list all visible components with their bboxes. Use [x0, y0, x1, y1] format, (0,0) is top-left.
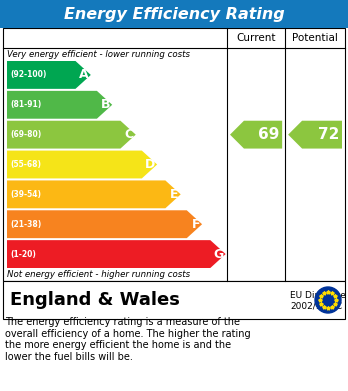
- Text: (69-80): (69-80): [10, 130, 41, 139]
- Text: (81-91): (81-91): [10, 100, 41, 109]
- Text: A: A: [79, 68, 89, 81]
- Text: Very energy efficient - lower running costs: Very energy efficient - lower running co…: [7, 50, 190, 59]
- Text: England & Wales: England & Wales: [10, 291, 180, 309]
- Polygon shape: [7, 91, 112, 119]
- Text: Not energy efficient - higher running costs: Not energy efficient - higher running co…: [7, 270, 190, 279]
- Text: F: F: [192, 218, 200, 231]
- Text: EU Directive: EU Directive: [290, 291, 346, 300]
- Bar: [3, 281, 345, 319]
- Text: G: G: [213, 248, 224, 260]
- Polygon shape: [7, 180, 181, 208]
- Polygon shape: [7, 121, 136, 149]
- Text: E: E: [170, 188, 179, 201]
- Text: C: C: [125, 128, 134, 141]
- Text: (1-20): (1-20): [10, 249, 36, 258]
- Bar: [0, 0, 348, 28]
- Text: 69: 69: [258, 127, 279, 142]
- Polygon shape: [288, 121, 342, 149]
- Text: Current: Current: [236, 33, 276, 43]
- Text: B: B: [101, 98, 110, 111]
- Text: Energy Efficiency Rating: Energy Efficiency Rating: [64, 7, 284, 22]
- Circle shape: [315, 287, 341, 313]
- Text: Potential: Potential: [292, 33, 338, 43]
- Text: 2002/91/EC: 2002/91/EC: [290, 301, 342, 310]
- Polygon shape: [230, 121, 282, 149]
- Polygon shape: [7, 61, 91, 89]
- Bar: [3, 28, 345, 281]
- Text: (21-38): (21-38): [10, 220, 41, 229]
- Text: D: D: [145, 158, 155, 171]
- Text: (39-54): (39-54): [10, 190, 41, 199]
- Text: The energy efficiency rating is a measure of the
overall efficiency of a home. T: The energy efficiency rating is a measur…: [5, 317, 251, 362]
- Text: (55-68): (55-68): [10, 160, 41, 169]
- Polygon shape: [7, 151, 157, 178]
- Text: (92-100): (92-100): [10, 70, 46, 79]
- Polygon shape: [7, 240, 226, 268]
- Polygon shape: [7, 210, 202, 238]
- Text: 72: 72: [318, 127, 339, 142]
